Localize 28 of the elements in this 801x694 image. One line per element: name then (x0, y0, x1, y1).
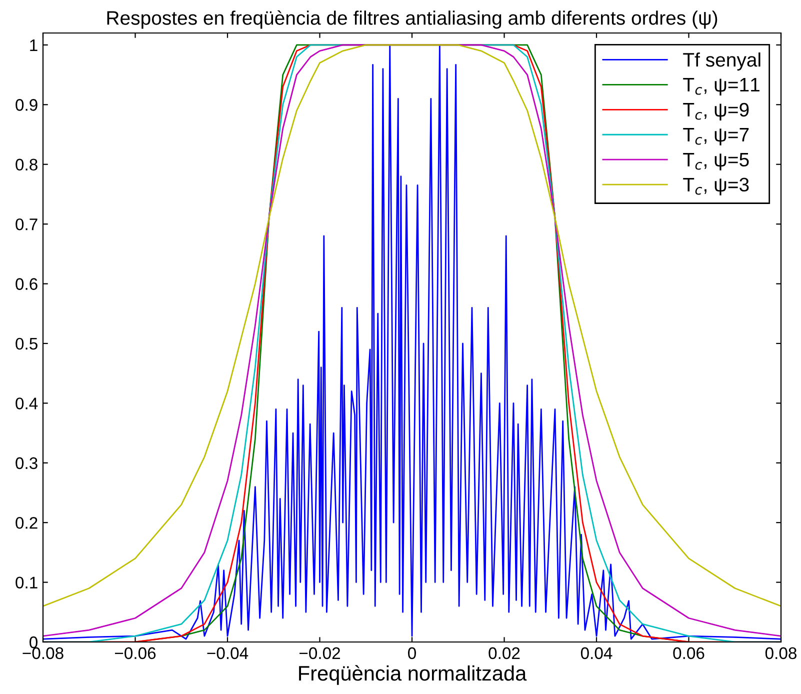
y-tick-label: 0.5 (16, 338, 38, 350)
x-tick-label: 0.04 (580, 647, 612, 660)
y-tick-label: 0.4 (16, 398, 38, 410)
y-tick-label: 0.8 (16, 158, 38, 171)
y-tick-label: 0.6 (16, 278, 38, 290)
y-tick-label: 0 (30, 636, 38, 648)
legend-label: T$_{c}$, ψ=3 (683, 178, 749, 196)
x-tick-label: 0.06 (673, 647, 704, 660)
y-tick-label: 0.2 (16, 516, 38, 529)
legend-label: Tf senyal (683, 52, 760, 71)
x-tick-label: 0.02 (488, 647, 520, 660)
x-tick-label: −0.04 (207, 647, 248, 660)
x-axis-title: Freqüència normalitzada (299, 665, 527, 685)
legend-label: T$_{c}$, ψ=7 (683, 128, 749, 146)
y-tick-label: 0.9 (16, 99, 38, 111)
chart-title: Respostes en freqüència de filtres antialiasing amb diferents ordres (ψ) (107, 10, 718, 29)
legend-label: T$_{c}$, ψ=5 (683, 152, 749, 170)
legend-label: T$_{c}$, ψ=11 (683, 78, 760, 96)
x-tick-label: −0.08 (22, 647, 64, 660)
y-tick-label: 1 (30, 40, 38, 51)
x-tick-label: 0.08 (765, 647, 796, 660)
legend-label: T$_{c}$, ψ=9 (683, 102, 749, 120)
x-tick-label: −0.06 (114, 647, 156, 660)
x-tick-label: 0 (408, 647, 416, 660)
y-tick-label: 0.1 (16, 576, 38, 588)
y-tick-label: 0.3 (16, 457, 38, 470)
x-tick-label: −0.02 (299, 647, 340, 660)
y-tick-label: 0.7 (16, 218, 38, 230)
